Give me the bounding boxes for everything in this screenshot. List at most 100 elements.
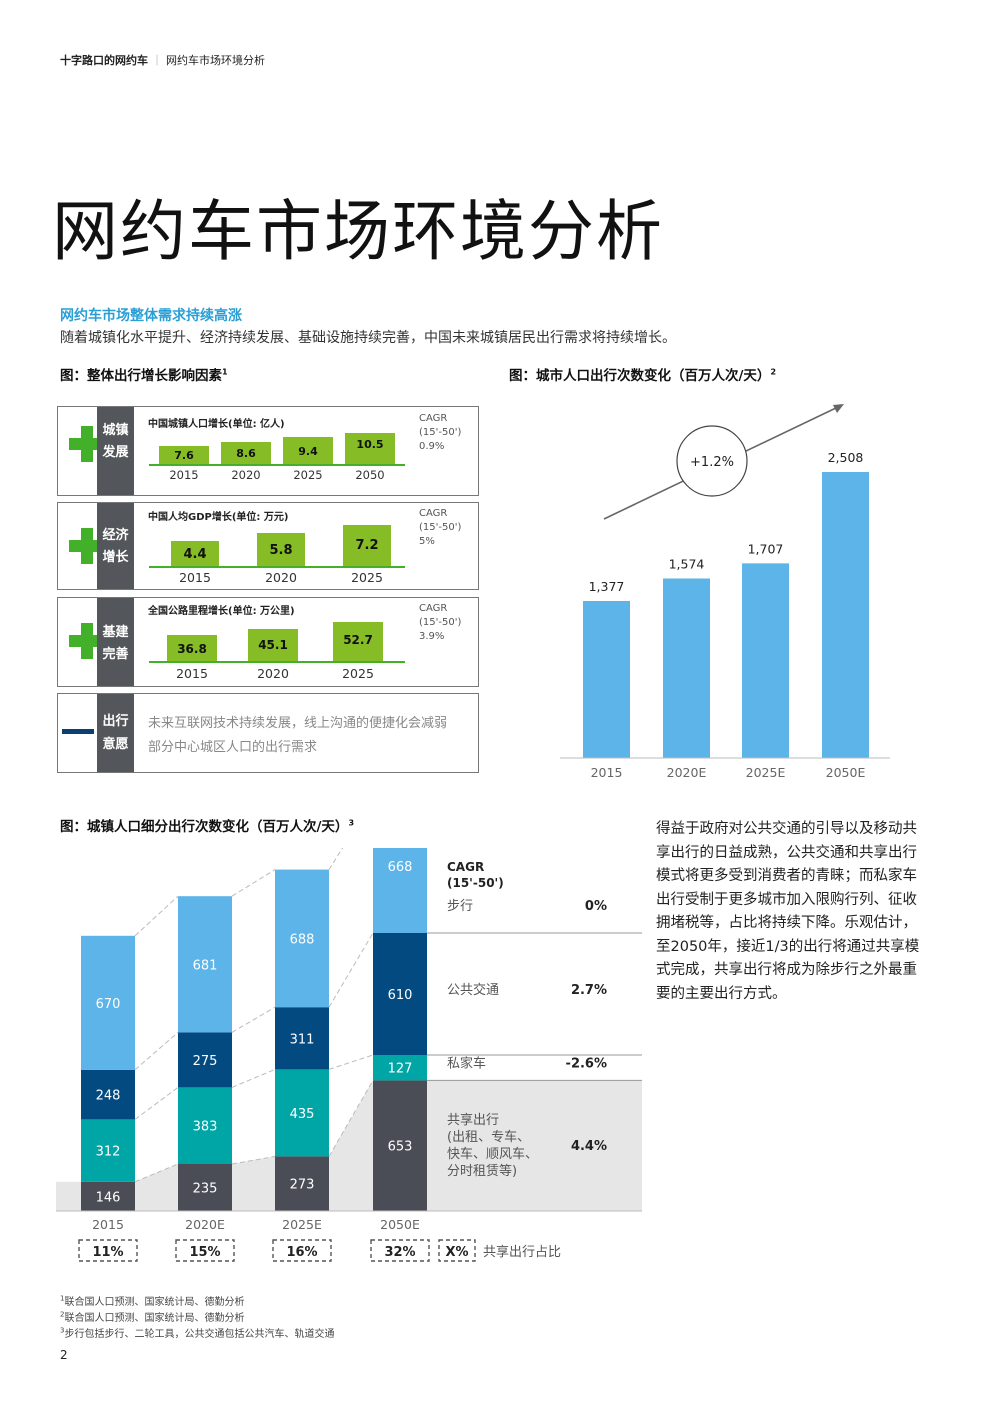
minus-icon <box>62 729 94 734</box>
factor-label-line1: 城镇 <box>102 423 129 438</box>
footnote-text: 步行包括步行、二轮工具，公共交通包括公共汽车、轨道交通 <box>64 1329 335 1340</box>
legend-cagr: -2.6% <box>566 1057 607 1072</box>
share-legend-box <box>438 1239 476 1262</box>
arrow-head <box>833 404 844 413</box>
year-label: 2015 <box>176 666 208 681</box>
value-box: 36.8 <box>167 635 217 661</box>
bar-segment <box>81 1181 135 1211</box>
plus-icon <box>69 528 105 564</box>
legend-label: 共享出行 <box>447 1112 499 1128</box>
tick-label: 2025E <box>746 765 786 780</box>
footnote-sup: 1 <box>60 1294 65 1303</box>
share-value: 32% <box>384 1245 415 1260</box>
bar-segment <box>178 896 232 1033</box>
share-value: 15% <box>189 1245 220 1260</box>
share-box <box>175 1239 235 1262</box>
footnote-text: 联合国人口预测、国家统计局、德勤分析 <box>64 1297 245 1308</box>
bar-segment <box>275 1007 329 1070</box>
data-label: 2,508 <box>828 450 864 465</box>
share-box <box>272 1239 332 1262</box>
bar <box>742 563 789 758</box>
year-label: 2015 <box>179 570 211 585</box>
factor-label-line1: 出行 <box>102 714 129 729</box>
axis-line <box>149 661 405 663</box>
bar-segment <box>275 1069 329 1157</box>
cagr-header: CAGR <box>447 860 484 874</box>
cagr-header-period: (15'-50') <box>447 876 504 890</box>
header-separator: ｜ <box>151 54 163 67</box>
factor-label-box: 出行 意愿 <box>97 694 134 772</box>
panel-title: 中国城镇人口增长(单位: 亿人) <box>148 419 285 430</box>
legend-label: 步行 <box>447 899 473 914</box>
data-label: 312 <box>96 1145 121 1160</box>
data-label: 610 <box>388 988 413 1003</box>
legend-label: 快车、顺风车、 <box>447 1146 538 1162</box>
data-label: 435 <box>290 1107 315 1122</box>
growth-label: +1.2% <box>690 455 734 470</box>
factor-label-box: 城镇 发展 <box>97 407 134 495</box>
legend-cagr: 0% <box>585 899 607 914</box>
legend-cagr: 2.7% <box>571 983 607 998</box>
year-label: 2025 <box>351 570 383 585</box>
axis-line <box>149 464 405 466</box>
cagr-value: 3.9% <box>419 631 445 642</box>
value-box: 9.4 <box>283 437 333 464</box>
tick-label: 2025E <box>282 1217 322 1232</box>
factor-panel-economy: 经济 增长 中国人均GDP增长(单位: 万元) 4.4 5.8 7.2 2015… <box>57 502 479 590</box>
shared-trips-band <box>56 1080 642 1211</box>
footnote-text: 联合国人口预测、国家统计局、德勤分析 <box>64 1313 245 1324</box>
fig2-sup: 2 <box>770 367 777 377</box>
cagr-label: CAGR <box>419 508 448 519</box>
factor-label-line2: 完善 <box>102 647 129 662</box>
bar-segment <box>178 1087 232 1164</box>
factor-label-line2: 增长 <box>102 550 129 565</box>
value-box: 45.1 <box>248 629 298 661</box>
bar-segment <box>178 1032 232 1088</box>
trip-mode-chart: 146 312 248 670 2015 11% 235 383 275 681 2020E 15% 2… <box>56 848 642 1262</box>
cagr-note: CAGR (15'-50') 0.9% <box>419 412 461 454</box>
cagr-note: CAGR (15'-50') 3.9% <box>419 602 461 644</box>
fig3-title-text: 图：城镇人口细分出行次数变化（百万人次/天） <box>60 819 349 835</box>
value-box: 5.8 <box>257 533 305 566</box>
plus-icon <box>69 623 105 659</box>
axis-line <box>149 566 405 568</box>
section-heading: 网约车市场整体需求持续高涨 <box>60 308 242 324</box>
footnote-sup: 2 <box>60 1310 65 1319</box>
connector-line <box>328 1054 374 1070</box>
factor-label-box: 基建 完善 <box>97 598 134 686</box>
tick-label: 2015 <box>92 1217 124 1232</box>
cagr-value: 5% <box>419 536 435 547</box>
bar <box>663 578 710 758</box>
factor-label-line2: 意愿 <box>102 737 129 752</box>
year-label: 2025 <box>293 468 323 482</box>
connector-line <box>328 848 344 870</box>
data-label: 383 <box>193 1120 218 1135</box>
tick-label: 2020E <box>185 1217 225 1232</box>
year-label: 2020 <box>265 570 297 585</box>
bar-segment <box>373 933 427 1055</box>
legend-label: 公共交通 <box>447 982 499 998</box>
tick-label: 2015 <box>591 765 623 780</box>
bar-segment <box>373 848 427 933</box>
connector-line <box>328 1080 374 1157</box>
share-box <box>370 1239 430 1262</box>
cagr-note: CAGR (15'-50') 5% <box>419 507 461 549</box>
value-box: 10.5 <box>345 433 395 464</box>
legend-cagr: 4.4% <box>571 1139 607 1154</box>
running-header: 十字路口的网约车 ｜ 网约车市场环境分析 <box>60 52 265 68</box>
data-label: 688 <box>290 932 315 947</box>
share-legend-text: 共享出行占比 <box>483 1244 561 1260</box>
trip-growth-chart: 1,377 2015 1,574 2020E 1,707 2025E 2,508 2050E +… <box>560 404 890 780</box>
footnote: 3步行包括步行、二轮工具，公共交通包括公共汽车、轨道交通 <box>60 1325 334 1340</box>
legend-label: 分时租赁等) <box>447 1163 517 1179</box>
fig1-sup: 1 <box>222 367 228 377</box>
share-legend-box-label: X% <box>445 1245 468 1260</box>
data-label: 1,707 <box>748 541 784 556</box>
footnote: 1联合国人口预测、国家统计局、德勤分析 <box>60 1293 244 1308</box>
cagr-label: CAGR <box>419 413 448 424</box>
connector-line <box>134 1086 179 1120</box>
bar-segment <box>178 1164 232 1211</box>
cagr-value: 0.9% <box>419 441 445 452</box>
bar-segment <box>373 1080 427 1211</box>
value-box: 7.2 <box>343 525 391 566</box>
